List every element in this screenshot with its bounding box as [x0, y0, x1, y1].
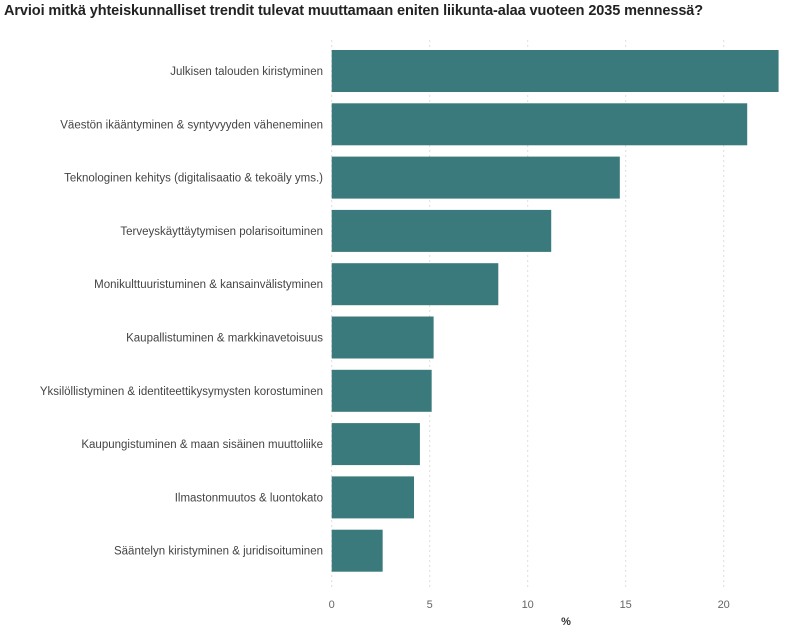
- category-label: Kaupungistuminen & maan sisäinen muuttol…: [81, 439, 323, 451]
- x-tick-label: 10: [522, 599, 534, 611]
- category-label: Terveyskäyttäytymisen polarisoituminen: [120, 226, 323, 238]
- bar: [331, 529, 383, 572]
- category-label: Julkisen talouden kiristyminen: [170, 66, 323, 78]
- category-label: Sääntelyn kiristyminen & juridisoitumine…: [114, 546, 323, 558]
- x-tick-label: 0: [329, 599, 335, 611]
- category-label: Yksilöllistyminen & identiteettikysymyst…: [40, 386, 323, 398]
- bar: [331, 103, 748, 146]
- x-axis-label: %: [561, 616, 571, 628]
- chart-title: Arvioi mitkä yhteiskunnalliset trendit t…: [4, 3, 703, 19]
- category-label: Monikulttuuristuminen & kansainvälistymi…: [94, 279, 323, 291]
- bar: [331, 156, 620, 199]
- category-label: Kaupallistuminen & markkinavetoisuus: [126, 333, 323, 345]
- category-label: Väestön ikääntyminen & syntyvyyden vähen…: [60, 119, 323, 131]
- bar: [331, 476, 415, 519]
- category-label: Teknologinen kehitys (digitalisaatio & t…: [64, 173, 323, 185]
- x-tick-label: 15: [620, 599, 632, 611]
- x-tick-label: 5: [427, 599, 433, 611]
- bar: [331, 369, 432, 412]
- bar: [331, 50, 779, 92]
- x-tick-label: 20: [718, 599, 730, 611]
- category-label: Ilmastonmuutos & luontokato: [175, 492, 323, 504]
- bar: [331, 423, 420, 466]
- bar: [331, 316, 434, 359]
- bar: [331, 209, 552, 252]
- bar: [331, 263, 499, 306]
